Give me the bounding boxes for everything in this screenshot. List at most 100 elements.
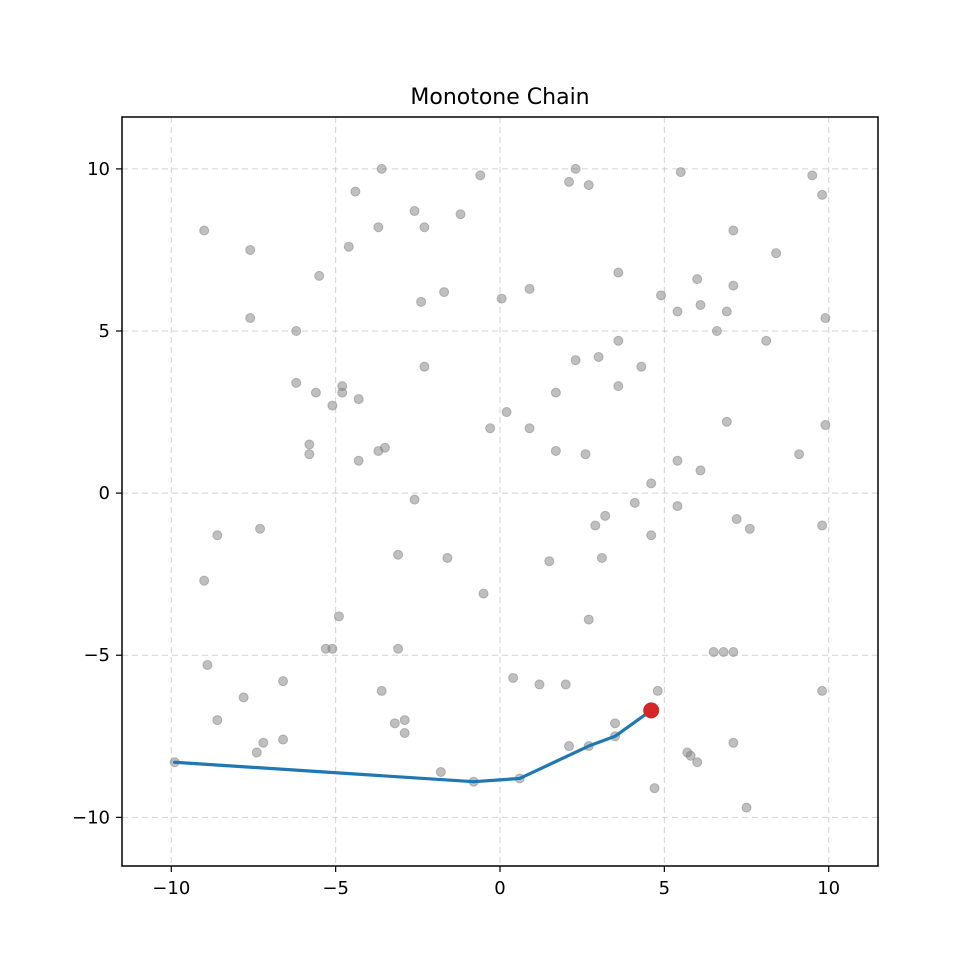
scatter-point [711, 326, 722, 336]
tick-layer: −10 −5 0 5 10 −10 −5 0 5 10 [72, 159, 840, 899]
scatter-point [817, 685, 828, 696]
y-tick-label: 5 [99, 321, 110, 342]
scatter-point [613, 381, 624, 392]
scatter-point [570, 355, 581, 366]
scatter-point [212, 715, 223, 726]
scatter-point [278, 676, 289, 687]
scatter-point [656, 290, 667, 301]
scatter-point [820, 420, 831, 431]
scatter-point [550, 445, 561, 456]
scatter-point [672, 306, 683, 317]
scatter-point [251, 747, 262, 758]
scatter-point [593, 351, 604, 362]
y-tick-label: 0 [99, 483, 110, 504]
scatter-point [570, 163, 581, 174]
hull-chain-line [172, 708, 653, 784]
scatter-point [496, 293, 507, 304]
scatter-point [419, 361, 430, 372]
scatter-point [435, 766, 446, 777]
x-tick-label: −10 [152, 878, 190, 899]
scatter-point [508, 672, 519, 683]
scatter-point [685, 750, 696, 761]
scatter-point [721, 416, 732, 427]
scatter-point [564, 176, 575, 187]
scatter-point [409, 494, 420, 505]
scatter-point [741, 802, 752, 813]
scatter-point [613, 335, 624, 346]
scatter-point [613, 267, 624, 278]
scatter-point [255, 523, 266, 534]
scatter-point [583, 180, 594, 191]
scatter-point [333, 611, 344, 622]
scatter-point [590, 520, 601, 531]
axes-frame [121, 116, 879, 867]
scatter-point [807, 170, 818, 181]
scatter-point [419, 222, 430, 233]
scatter-point [692, 757, 703, 768]
scatter-point [728, 280, 739, 291]
scatter-point [350, 186, 361, 197]
scatter-point [692, 274, 703, 285]
scatter-point [649, 783, 660, 794]
scatter-point [596, 552, 607, 563]
grid-layer [122, 117, 878, 866]
chart-title: Monotone Chain [410, 85, 589, 110]
scatter-point [675, 167, 686, 178]
scatter-point [343, 241, 354, 252]
points-layer [169, 163, 831, 813]
scatter-point [672, 501, 683, 512]
scatter-point [580, 449, 591, 460]
scatter-point [629, 497, 640, 508]
scatter-point [389, 718, 400, 729]
scatter-point [245, 244, 256, 255]
x-tick-label: 10 [817, 878, 840, 899]
x-tick-label: 0 [494, 878, 505, 899]
scatter-point [337, 387, 348, 398]
scatter-point [245, 313, 256, 324]
scatter-point [199, 225, 210, 236]
scatter-point [278, 734, 289, 745]
scatter-point [771, 248, 782, 259]
scatter-point [310, 387, 321, 398]
scatter-point [564, 741, 575, 752]
current-point-marker [643, 702, 660, 719]
scatter-point [409, 206, 420, 217]
scatter-point [652, 685, 663, 696]
scatter-point [820, 313, 831, 324]
scatter-point [379, 442, 390, 453]
scatter-point [672, 455, 683, 466]
scatter-point [550, 387, 561, 398]
scatter-point [393, 643, 404, 654]
scatter-point [560, 679, 571, 690]
scatter-point [728, 225, 739, 236]
scatter-point [291, 326, 302, 336]
scatter-point [212, 530, 223, 541]
scatter-point [238, 692, 249, 703]
y-tick-label: 10 [87, 159, 110, 180]
scatter-point [439, 287, 450, 298]
scatter-point [376, 163, 387, 174]
scatter-point [455, 209, 466, 220]
scatter-point [718, 647, 729, 657]
scatter-point [636, 361, 647, 372]
scatter-point [202, 659, 213, 670]
scatter-point [353, 394, 364, 405]
scatter-point [314, 270, 325, 281]
scatter-point [524, 283, 535, 294]
y-tick-label: −10 [72, 807, 110, 828]
scatter-point [258, 737, 269, 748]
scatter-point [731, 514, 742, 525]
scatter-point [524, 423, 535, 434]
scatter-point [721, 306, 732, 317]
scatter-point [817, 189, 828, 200]
scatter-point [708, 647, 719, 657]
scatter-point [416, 296, 427, 307]
scatter-point [442, 552, 453, 563]
x-tick-label: −5 [322, 878, 349, 899]
scatter-point [304, 449, 315, 460]
scatter-point [646, 478, 657, 489]
scatter-point [291, 377, 302, 388]
y-tick-label: −5 [83, 645, 110, 666]
scatter-point [393, 549, 404, 560]
